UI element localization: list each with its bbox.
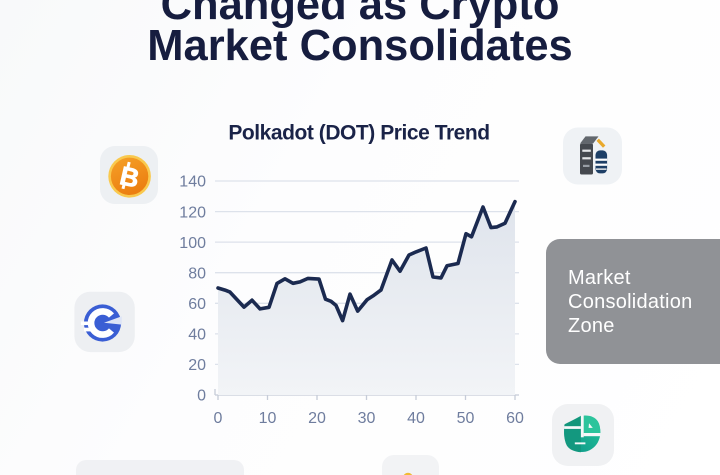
svg-text:120: 120: [179, 204, 206, 221]
svg-text:60: 60: [188, 296, 206, 313]
svg-text:40: 40: [188, 327, 206, 344]
svg-text:80: 80: [188, 265, 206, 282]
svg-text:140: 140: [179, 174, 206, 191]
svg-text:0: 0: [214, 410, 223, 427]
svg-text:50: 50: [457, 410, 475, 427]
svg-text:0: 0: [197, 388, 206, 405]
svg-text:100: 100: [179, 235, 206, 252]
svg-text:40: 40: [407, 410, 425, 427]
svg-text:20: 20: [308, 410, 326, 427]
svg-text:30: 30: [358, 410, 376, 427]
svg-text:10: 10: [259, 410, 277, 427]
svg-text:60: 60: [506, 410, 524, 427]
svg-text:Polkadot (DOT) Price Trend: Polkadot (DOT) Price Trend: [228, 122, 489, 145]
svg-text:20: 20: [188, 357, 206, 374]
